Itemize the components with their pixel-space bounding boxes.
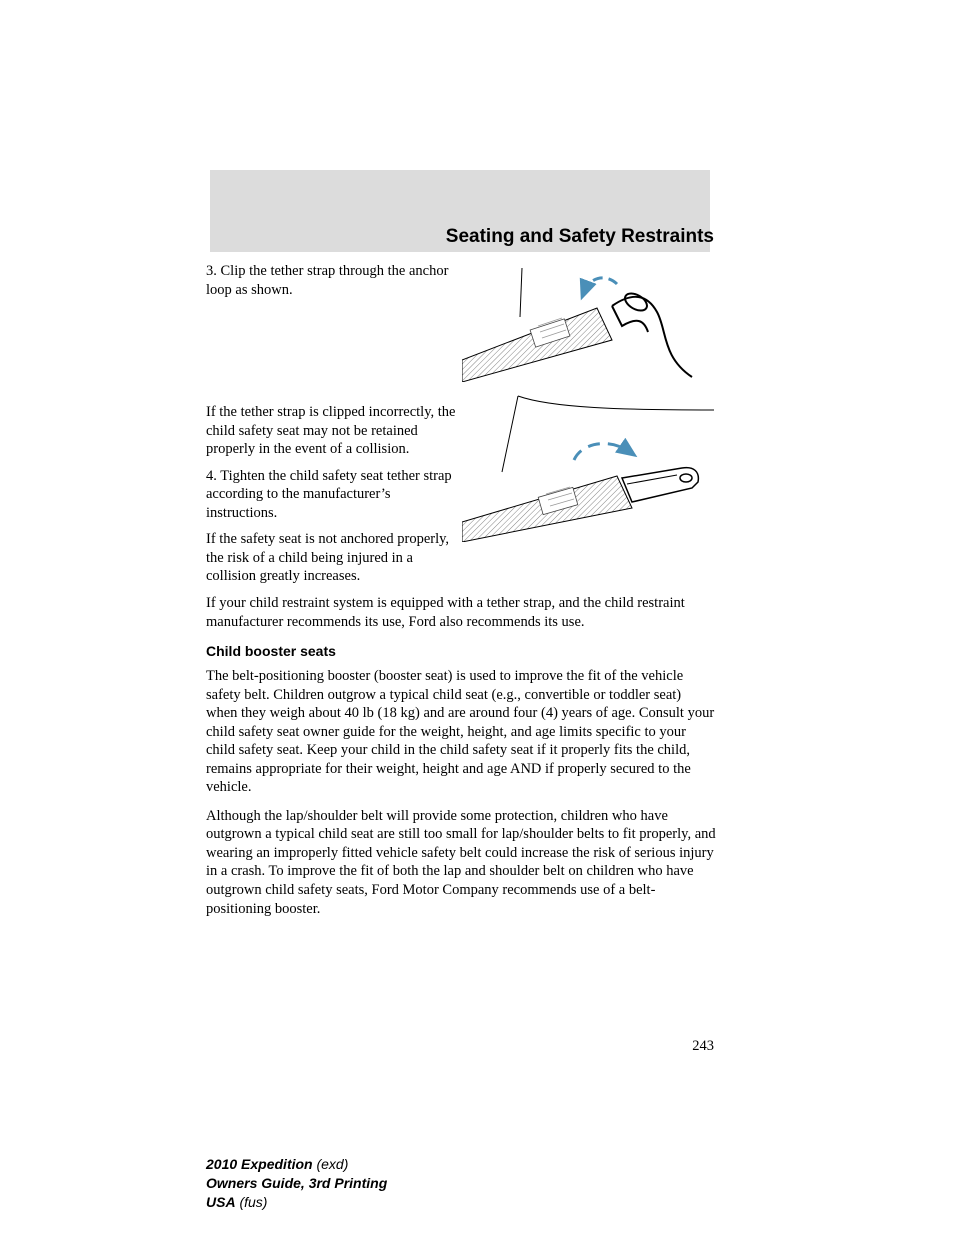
footer-block: 2010 Expedition (exd) Owners Guide, 3rd … xyxy=(206,1155,387,1212)
tether-recommendation: If your child restraint system is equipp… xyxy=(206,594,716,631)
footer-region: USA xyxy=(206,1194,236,1210)
subhead-child-booster: Child booster seats xyxy=(206,643,716,661)
section-title: Seating and Safety Restraints xyxy=(446,226,714,248)
footer-model: 2010 Expedition xyxy=(206,1156,313,1172)
step-4: 4. Tighten the child safety seat tether … xyxy=(206,467,456,523)
booster-paragraph-2: Although the lap/shoulder belt will prov… xyxy=(206,807,716,918)
footer-region-code: (fus) xyxy=(236,1194,268,1210)
page-content: 3. Clip the tether strap through the anc… xyxy=(206,262,716,928)
booster-paragraph-1: The belt-positioning booster (booster se… xyxy=(206,667,716,797)
step-3: 3. Clip the tether strap through the anc… xyxy=(206,262,456,299)
footer-guide: Owners Guide, 3rd Printing xyxy=(206,1175,387,1191)
warning-incorrect-clip: If the tether strap is clipped incorrect… xyxy=(206,403,456,459)
warning-not-anchored: If the safety seat is not anchored prope… xyxy=(206,530,456,586)
footer-model-code: (exd) xyxy=(313,1156,349,1172)
page-number: 243 xyxy=(692,1038,714,1055)
